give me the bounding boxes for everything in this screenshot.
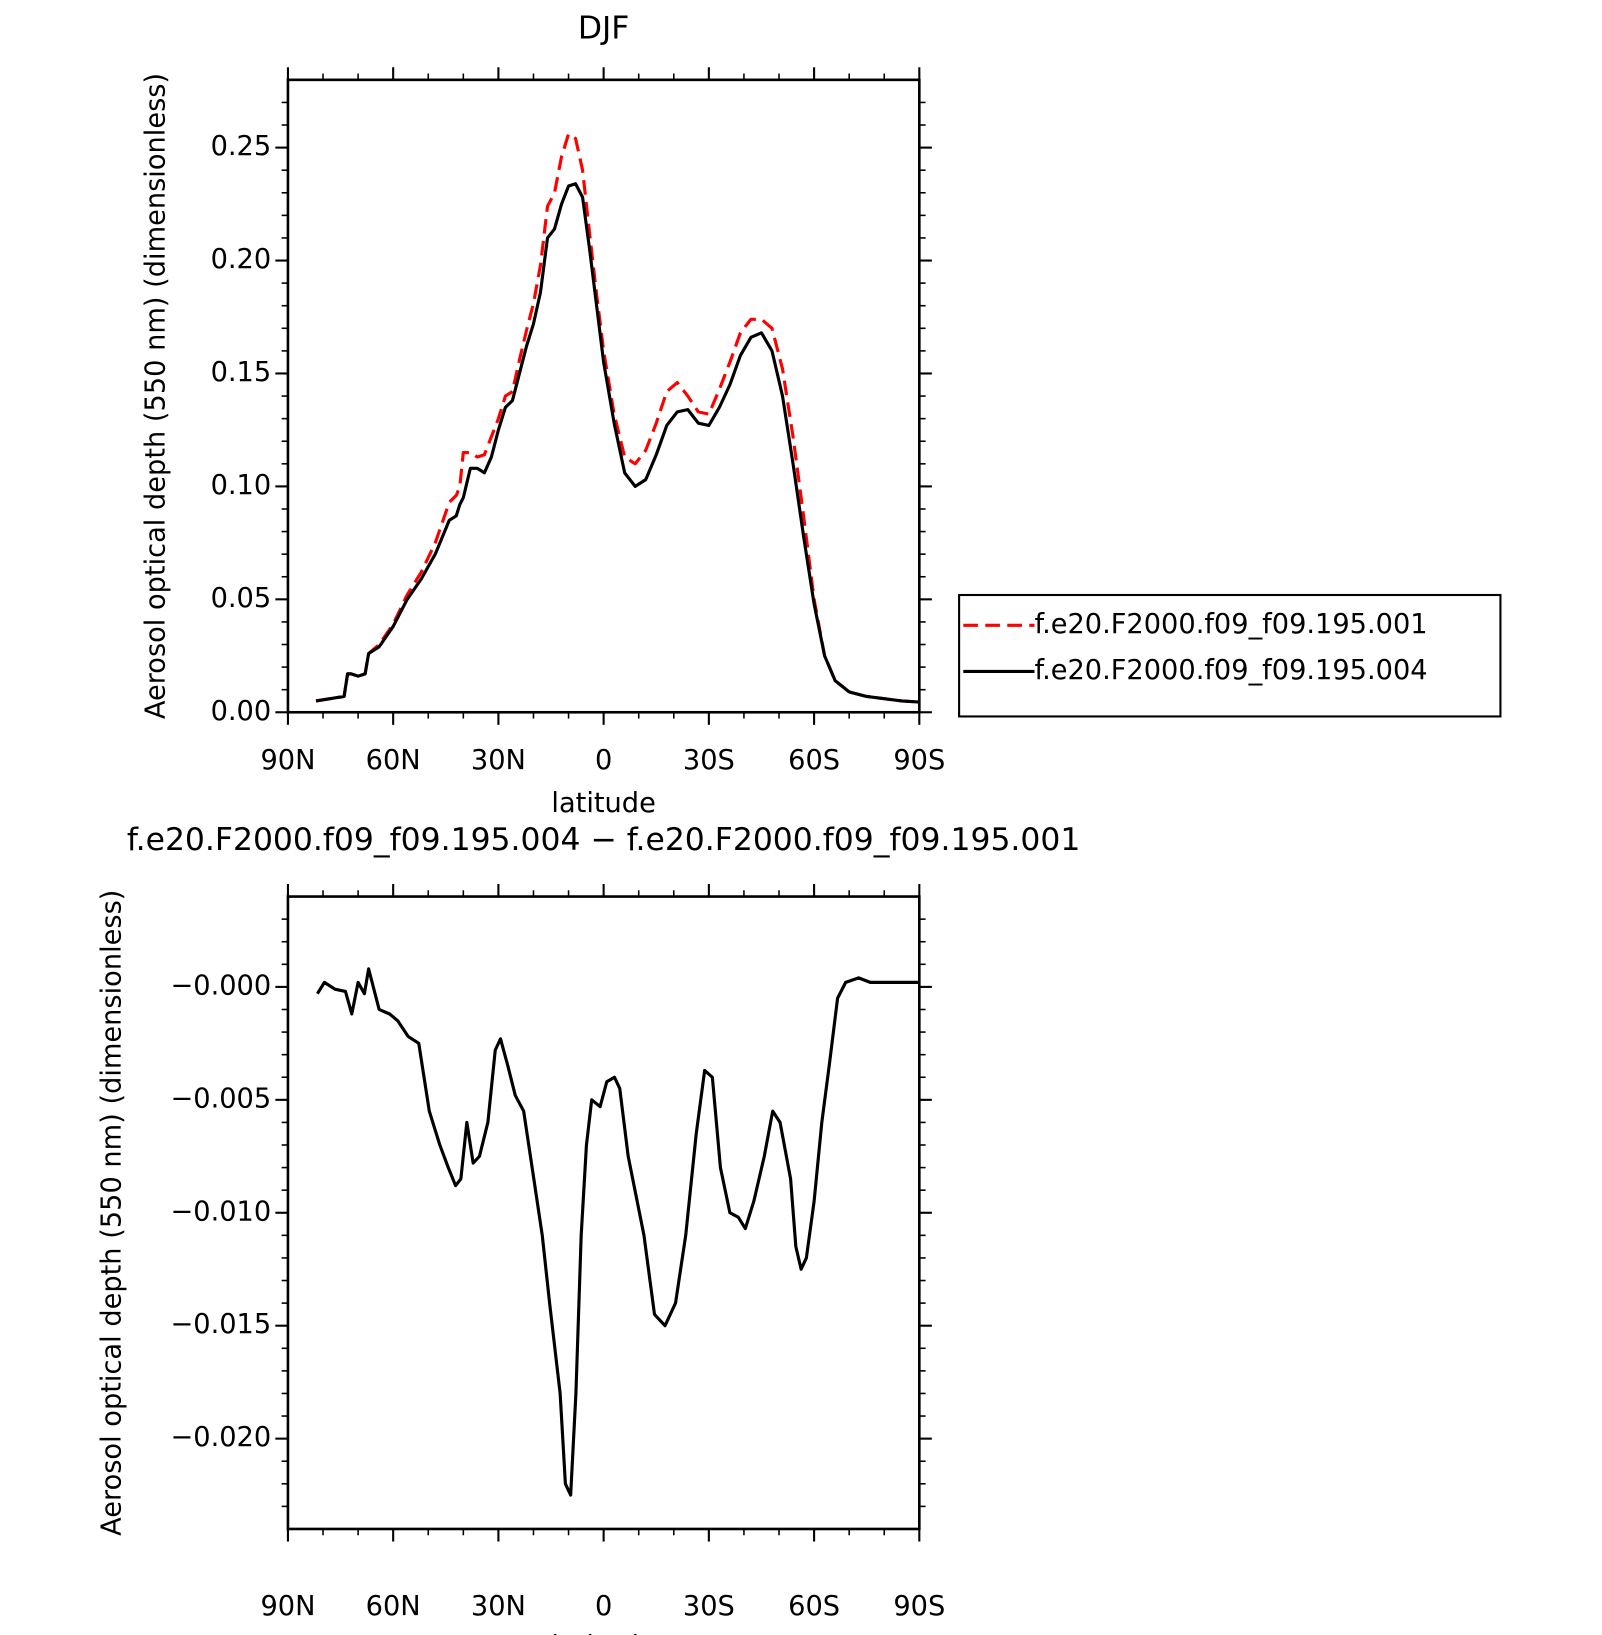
x-tick-label: 30N — [471, 745, 526, 776]
y-tick-label: 0.10 — [211, 470, 272, 501]
x-tick-label: 90S — [893, 745, 945, 776]
x-tick-label: 60S — [788, 1591, 840, 1622]
y-tick-label: 0.15 — [211, 357, 272, 388]
x-tick-label: 0 — [595, 1591, 612, 1622]
x-tick-label: 60N — [366, 745, 421, 776]
legend-label: f.e20.F2000.f09_f09.195.001 — [1034, 609, 1427, 640]
y-tick-label: 0.25 — [211, 131, 272, 162]
x-tick-label: 30N — [471, 1591, 526, 1622]
legend-label: f.e20.F2000.f09_f09.195.004 — [1034, 655, 1427, 686]
y-tick-label: −0.010 — [170, 1196, 271, 1227]
data-line — [315, 132, 920, 704]
x-tick-label: 30S — [683, 745, 735, 776]
data-line — [315, 182, 920, 704]
x-tick-label: 90S — [893, 1591, 945, 1622]
x-tick-label: 60N — [366, 1591, 421, 1622]
y-tick-label: −0.000 — [170, 970, 271, 1001]
x-tick-label: 0 — [595, 745, 612, 776]
y-tick-label: −0.020 — [170, 1422, 271, 1453]
y-tick-label: −0.005 — [170, 1083, 271, 1114]
x-tick-label: 90N — [260, 1591, 315, 1622]
legend: f.e20.F2000.f09_f09.195.001 f.e20.F2000.f… — [958, 593, 1502, 718]
y-axis-label: Aerosol optical depth (550 nm) (dimensio… — [141, 73, 172, 719]
y-tick-label: 0.00 — [211, 696, 272, 727]
x-axis-label: latitude — [551, 788, 655, 819]
y-tick-label: 0.20 — [211, 244, 272, 275]
x-tick-label: 30S — [683, 1591, 735, 1622]
x-tick-label: 90N — [260, 745, 315, 776]
plot-frame — [286, 895, 921, 1531]
chart-title: DJF — [578, 11, 630, 47]
x-tick-label: 60S — [788, 745, 840, 776]
y-axis-label: Aerosol optical depth (550 nm) (dimensio… — [97, 890, 128, 1536]
y-tick-label: 0.05 — [211, 583, 272, 614]
chart-title: f.e20.F2000.f09_f09.195.004 − f.e20.F200… — [127, 822, 1080, 858]
y-tick-label: −0.015 — [170, 1309, 271, 1340]
x-axis-label: latitude — [551, 1631, 655, 1635]
data-line — [316, 967, 920, 1497]
plot-frame — [286, 78, 921, 714]
legend-box — [958, 593, 1502, 718]
